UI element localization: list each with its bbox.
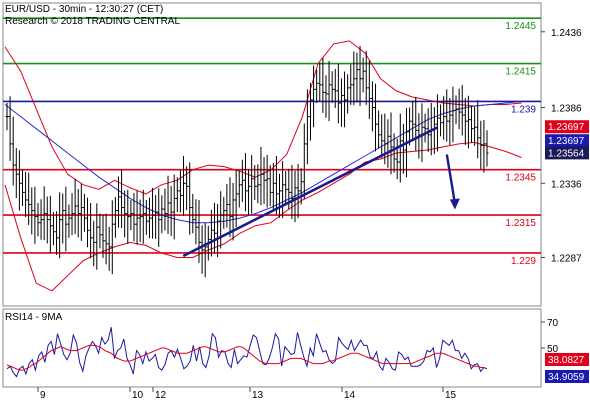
time-tick-label-2: 12 — [155, 390, 167, 400]
price-tag-label-2: 1.23564 — [548, 148, 585, 159]
level-label-4: 1.2315 — [505, 218, 536, 229]
rsi-tag-0 — [545, 353, 589, 366]
level-label-2: 1.239 — [511, 104, 536, 115]
rsi-panel: 70 50 38.0827 34.9059 RSI14 - 9MA — [2, 308, 589, 388]
rsi-tags: 38.0827 34.9059 — [545, 353, 589, 383]
chart-title: EUR/USD - 30min - 12:30:27 (CET) — [5, 4, 163, 15]
time-tick-label-1: 10 — [132, 390, 144, 400]
price-tick-label-0: 1.2436 — [551, 28, 582, 39]
price-panel-frame — [2, 2, 542, 307]
price-axis: 1.2436 1.2386 1.2336 1.2287 — [541, 28, 582, 265]
rsi-title: RSI14 - 9MA — [5, 312, 63, 323]
rsi-tag-label-1: 34.9059 — [548, 372, 585, 383]
price-tag-label-0: 1.23697 — [548, 122, 585, 133]
time-tick-label-3: 13 — [252, 390, 264, 400]
rsi-tag-label-0: 38.0827 — [548, 355, 585, 366]
levels-layer: 1.2445 1.2415 1.239 1.2345 1.2315 1.229 — [3, 17, 541, 267]
price-tick-label-3: 1.2287 — [551, 254, 582, 265]
rsi-tick-label-1: 50 — [547, 344, 559, 355]
candles — [5, 45, 489, 278]
time-tick-label-0: 9 — [40, 390, 46, 400]
price-panel: 1.2445 1.2415 1.239 1.2345 1.2315 1.229 1.243… — [2, 2, 589, 307]
price-tag-label-1: 1.23697 — [548, 136, 585, 147]
forecast-arrow-shaft — [445, 154, 457, 204]
rsi-tag-1 — [545, 370, 589, 383]
level-label-5: 1.229 — [511, 256, 536, 267]
forecast-arrow-head — [449, 198, 460, 210]
time-axis: 9 10 12 13 14 15 — [37, 387, 457, 401]
moving-average — [4, 101, 522, 224]
rsi-series-1 — [6, 344, 488, 371]
level-label-1: 1.2415 — [505, 67, 536, 78]
price-tick-label-2: 1.2336 — [551, 179, 582, 190]
rsi-series-0 — [6, 327, 488, 378]
trendline-layer — [182, 126, 460, 258]
level-label-0: 1.2445 — [505, 21, 536, 32]
price-tag-0 — [545, 120, 589, 134]
chart-subtitle: Research © 2018 TRADING CENTRAL — [5, 16, 180, 27]
price-tag-2 — [545, 146, 589, 160]
rsi-axis: 70 50 — [541, 318, 559, 355]
time-tick-label-4: 14 — [344, 390, 356, 400]
price-tag-1 — [545, 134, 589, 148]
moving-average-line — [4, 101, 522, 224]
trendline — [182, 126, 439, 258]
bollinger-upper-line — [4, 40, 522, 195]
price-tick-label-1: 1.2386 — [551, 104, 582, 115]
time-tick-label-5: 15 — [445, 390, 457, 400]
rsi-tick-label-0: 70 — [547, 318, 559, 329]
level-label-3: 1.2345 — [505, 173, 536, 184]
rsi-lines — [6, 327, 488, 378]
